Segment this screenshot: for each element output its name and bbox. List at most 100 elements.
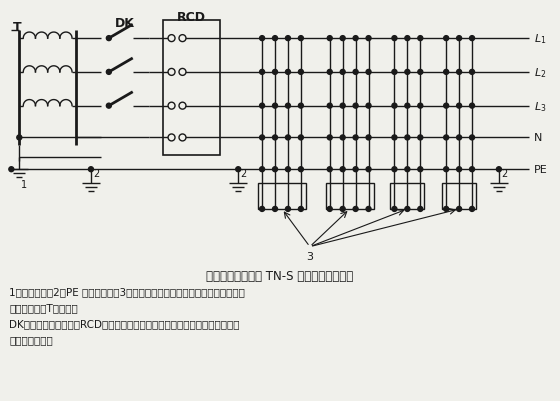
Text: N: N [534,133,542,143]
Circle shape [353,136,358,141]
Circle shape [286,136,291,141]
Text: 2: 2 [501,169,507,179]
Circle shape [286,36,291,42]
Circle shape [298,167,304,172]
Circle shape [273,207,278,212]
Circle shape [327,167,332,172]
Circle shape [469,70,474,75]
Circle shape [444,36,449,42]
Circle shape [273,36,278,42]
Circle shape [106,70,111,75]
Circle shape [286,70,291,75]
Circle shape [286,104,291,109]
Circle shape [418,167,423,172]
Circle shape [405,36,410,42]
Circle shape [392,104,397,109]
Circle shape [260,104,264,109]
Text: PE: PE [534,165,548,175]
Circle shape [179,69,186,76]
Circle shape [168,135,175,142]
Circle shape [340,36,345,42]
Text: 3: 3 [306,251,314,261]
Circle shape [327,207,332,212]
Circle shape [298,36,304,42]
Bar [326,184,374,209]
Circle shape [260,167,264,172]
Circle shape [298,70,304,75]
Circle shape [469,136,474,141]
Circle shape [286,207,291,212]
Circle shape [444,167,449,172]
Circle shape [340,207,345,212]
Circle shape [456,136,461,141]
Circle shape [340,104,345,109]
Text: 的漏电断路器）: 的漏电断路器） [10,334,53,344]
Bar [442,184,476,209]
Bar [162,21,220,156]
Circle shape [353,207,358,212]
Circle shape [444,104,449,109]
Circle shape [353,167,358,172]
Circle shape [353,104,358,109]
Text: T: T [13,21,22,34]
Circle shape [327,104,332,109]
Circle shape [405,136,410,141]
Text: 2: 2 [240,169,246,179]
Circle shape [405,70,410,75]
Circle shape [168,69,175,76]
Circle shape [327,136,332,141]
Text: $L_3$: $L_3$ [534,99,546,113]
Circle shape [168,103,175,110]
Circle shape [106,36,111,42]
Circle shape [88,167,94,172]
Circle shape [418,104,423,109]
Circle shape [273,70,278,75]
Circle shape [469,36,474,42]
Circle shape [469,167,474,172]
Circle shape [273,167,278,172]
Circle shape [366,167,371,172]
Circle shape [469,104,474,109]
Bar [390,184,424,209]
Circle shape [366,207,371,212]
Circle shape [366,36,371,42]
Circle shape [405,207,410,212]
Text: DK－总电源隔离开关；RCD－总漏电保护器（兼有短路、过载、漏电保护功能: DK－总电源隔离开关；RCD－总漏电保护器（兼有短路、过载、漏电保护功能 [10,318,240,328]
Circle shape [353,70,358,75]
Circle shape [17,136,22,141]
Circle shape [469,207,474,212]
Circle shape [456,70,461,75]
Circle shape [366,70,371,75]
Circle shape [353,36,358,42]
Circle shape [392,136,397,141]
Text: DK: DK [115,17,135,30]
Circle shape [340,70,345,75]
Circle shape [405,167,410,172]
Circle shape [392,207,397,212]
Circle shape [392,36,397,42]
Text: $L_1$: $L_1$ [534,32,546,46]
Circle shape [456,36,461,42]
Circle shape [106,104,111,109]
Circle shape [456,167,461,172]
Circle shape [260,207,264,212]
Text: 1－工作接地；2－PE 线重复接地；3－电气设备金属外壳（正常不带电的外露可: 1－工作接地；2－PE 线重复接地；3－电气设备金属外壳（正常不带电的外露可 [10,287,245,297]
Circle shape [405,104,410,109]
Circle shape [260,70,264,75]
Circle shape [260,36,264,42]
Circle shape [236,167,241,172]
Circle shape [496,167,501,172]
Circle shape [444,207,449,212]
Circle shape [418,36,423,42]
Text: $L_2$: $L_2$ [534,66,546,79]
Circle shape [444,70,449,75]
Circle shape [340,136,345,141]
Text: 导电部分）；T－变压器: 导电部分）；T－变压器 [10,302,78,312]
Circle shape [260,136,264,141]
Circle shape [327,36,332,42]
Circle shape [168,36,175,43]
Bar [258,184,306,209]
Circle shape [327,70,332,75]
Circle shape [179,135,186,142]
Circle shape [286,167,291,172]
